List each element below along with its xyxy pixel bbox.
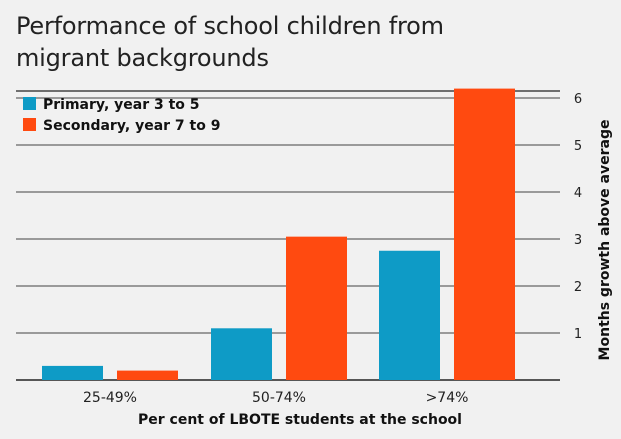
- y-axis-title: Months growth above average: [597, 120, 613, 361]
- legend-label: Primary, year 3 to 5: [43, 97, 200, 113]
- legend-swatch: [23, 118, 36, 131]
- y-tick-label: 1: [574, 327, 582, 342]
- y-tick-label: 6: [574, 92, 582, 107]
- y-tick-labels: 1 2 3 4 5 6: [574, 92, 582, 342]
- legend-swatch: [23, 97, 36, 110]
- bars: [42, 88, 515, 380]
- x-category-label: >74%: [426, 390, 469, 406]
- y-tick-label: 4: [574, 186, 582, 201]
- x-category-label: 50-74%: [252, 390, 306, 406]
- bar-primary-3: [379, 250, 440, 380]
- chart-title: Performance of school children from migr…: [16, 12, 444, 72]
- bar-secondary-3: [454, 88, 515, 380]
- x-category-label: 25-49%: [83, 390, 137, 406]
- bar-primary-1: [42, 365, 103, 380]
- y-tick-label: 2: [574, 280, 582, 295]
- bar-secondary-2: [286, 236, 347, 380]
- y-tick-label: 5: [574, 139, 582, 154]
- bar-primary-2: [211, 328, 272, 380]
- y-tick-label: 3: [574, 233, 582, 248]
- legend: Primary, year 3 to 5 Secondary, year 7 to…: [23, 97, 220, 134]
- legend-label: Secondary, year 7 to 9: [43, 118, 220, 134]
- x-axis-title: Per cent of LBOTE students at the school: [138, 412, 462, 428]
- x-category-labels: 25-49% 50-74% >74%: [83, 390, 468, 406]
- bar-secondary-1: [117, 370, 178, 380]
